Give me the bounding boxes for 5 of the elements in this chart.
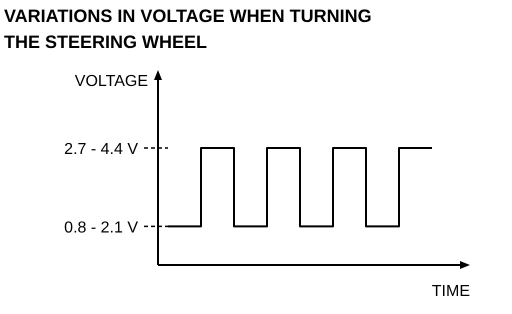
- ref-line-label: 0.8 - 2.1 V: [64, 219, 138, 236]
- ref-line-label: 2.7 - 4.4 V: [64, 141, 138, 158]
- chart-title: VARIATIONS IN VOLTAGE WHEN TURNING THE STEERING WHEEL: [4, 6, 372, 52]
- y-axis-title: VOLTAGE: [74, 73, 148, 90]
- x-axis-title: TIME: [432, 283, 470, 300]
